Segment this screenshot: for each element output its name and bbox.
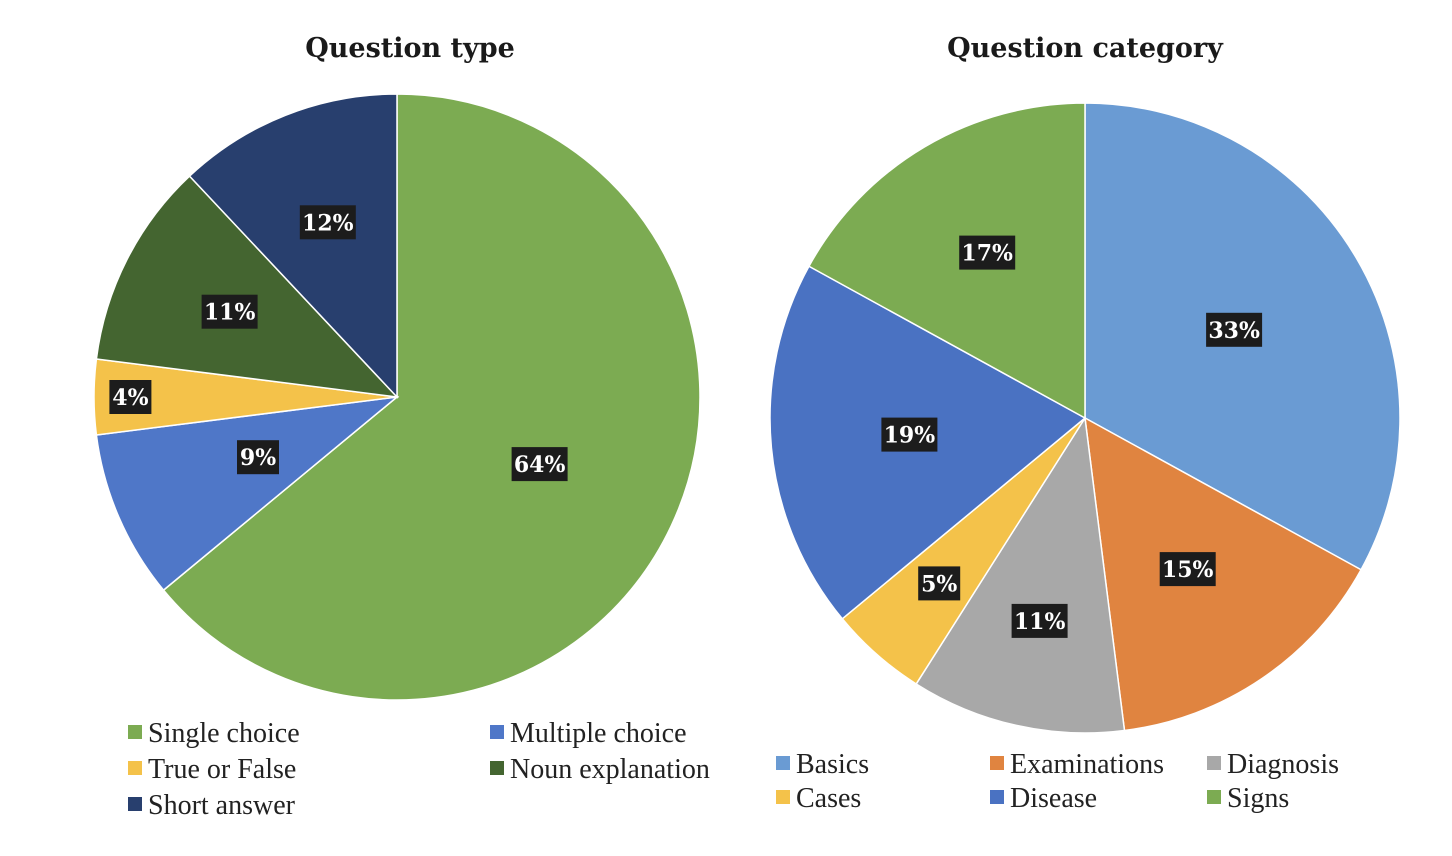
- legend-label: Short answer: [148, 790, 296, 821]
- legend-item-single-choice: Single choice: [128, 718, 300, 749]
- legend-item-disease: Disease: [990, 783, 1097, 814]
- slice-label-box: [1206, 312, 1263, 347]
- pie-slice-diagnosis: [915, 415, 1126, 734]
- legend-swatch: [990, 756, 1004, 770]
- legend-item-short-answer: Short answer: [128, 790, 296, 821]
- legend-swatch: [128, 761, 142, 775]
- legend-label: Disease: [1010, 783, 1097, 814]
- slice-label-text: 15%: [1162, 557, 1214, 583]
- legend-label: Cases: [796, 783, 861, 814]
- pie-slice-noun-explanation: [95, 175, 399, 399]
- slice-label-text: 4%: [112, 385, 148, 411]
- slice-label-text: 5%: [921, 571, 957, 597]
- slice-label-basics: 33%: [1206, 312, 1263, 347]
- question-type-legend: Single choice Multiple choice True or Fals…: [128, 718, 710, 821]
- legend-item-cases: Cases: [776, 783, 861, 814]
- question-category-pie: 33% 15% 11% 5% 19% 17%: [769, 102, 1401, 734]
- legend-swatch: [490, 761, 504, 775]
- legend-item-examinations: Examinations: [990, 749, 1164, 780]
- slice-label-signs: 17%: [959, 235, 1016, 270]
- pie-slice-examinations: [1084, 416, 1363, 732]
- legend-swatch: [128, 797, 142, 811]
- legend-swatch: [128, 725, 142, 739]
- legend-label: Examinations: [1010, 749, 1164, 780]
- legend-item-basics: Basics: [776, 749, 869, 780]
- slice-label-box: [918, 566, 961, 601]
- pie-slice-signs: [807, 102, 1086, 420]
- slice-label-box: [109, 380, 152, 414]
- slice-label-box: [511, 447, 568, 482]
- slice-label-noun-explanation: 11%: [201, 294, 258, 329]
- legend-label: Basics: [796, 749, 869, 780]
- slice-label-box: [201, 294, 258, 329]
- legend-label: Signs: [1227, 783, 1289, 814]
- slice-label-box: [1159, 552, 1216, 587]
- slice-label-box: [881, 417, 938, 452]
- pie-slice-single-choice: [162, 93, 701, 701]
- pie-slice-short-answer: [188, 93, 398, 399]
- legend-label: Multiple choice: [510, 718, 687, 749]
- slice-label-text: 64%: [514, 452, 566, 478]
- slice-label-text: 12%: [302, 210, 354, 236]
- slice-label-box: [959, 235, 1016, 270]
- legend-label: Noun explanation: [510, 754, 710, 785]
- slice-label-short-answer: 12%: [299, 205, 356, 240]
- question-category-chart: Question category 33% 15% 11% 5% 19% 17% Basi…: [769, 33, 1401, 814]
- slice-label-text: 17%: [961, 241, 1013, 267]
- question-category-title: Question category: [947, 33, 1224, 64]
- legend-swatch: [776, 756, 790, 770]
- legend-swatch: [776, 790, 790, 804]
- question-category-legend: Basics Examinations Diagnosis Cases Disease S…: [776, 749, 1339, 814]
- legend-label: True or False: [148, 754, 296, 785]
- slice-label-text: 11%: [1014, 609, 1066, 635]
- legend-item-signs: Signs: [1207, 783, 1289, 814]
- legend-swatch: [990, 790, 1004, 804]
- question-type-pie: 64% 9% 4% 11% 12%: [93, 93, 701, 701]
- pie-slice-multiple-choice: [95, 395, 400, 592]
- slice-label-box: [237, 440, 279, 475]
- slice-label-cases: 5%: [918, 566, 961, 601]
- slice-label-text: 19%: [884, 423, 936, 449]
- legend-label: Single choice: [148, 718, 300, 749]
- legend-item-diagnosis: Diagnosis: [1207, 749, 1339, 780]
- question-type-title: Question type: [305, 33, 515, 64]
- legend-item-multiple-choice: Multiple choice: [490, 718, 687, 749]
- slice-label-disease: 19%: [881, 417, 938, 452]
- legend-item-true-or-false: True or False: [128, 754, 296, 785]
- slice-label-text: 11%: [204, 300, 256, 326]
- slice-label-examinations: 15%: [1159, 552, 1216, 587]
- question-type-chart: Question type 64% 9% 4% 11% 12% Single choic…: [93, 33, 710, 821]
- legend-item-noun-explanation: Noun explanation: [490, 754, 710, 785]
- slice-label-single-choice: 64%: [511, 447, 568, 482]
- legend-label: Diagnosis: [1227, 749, 1339, 780]
- legend-swatch: [490, 725, 504, 739]
- slice-label-diagnosis: 11%: [1011, 603, 1068, 638]
- slice-label-text: 33%: [1208, 318, 1260, 344]
- legend-swatch: [1207, 790, 1221, 804]
- slice-label-multiple-choice: 9%: [237, 440, 279, 475]
- legend-swatch: [1207, 756, 1221, 770]
- slice-label-box: [299, 205, 356, 240]
- slice-label-box: [1011, 603, 1068, 638]
- slice-label-text: 9%: [240, 445, 276, 471]
- slice-label-true-or-false: 4%: [109, 380, 152, 414]
